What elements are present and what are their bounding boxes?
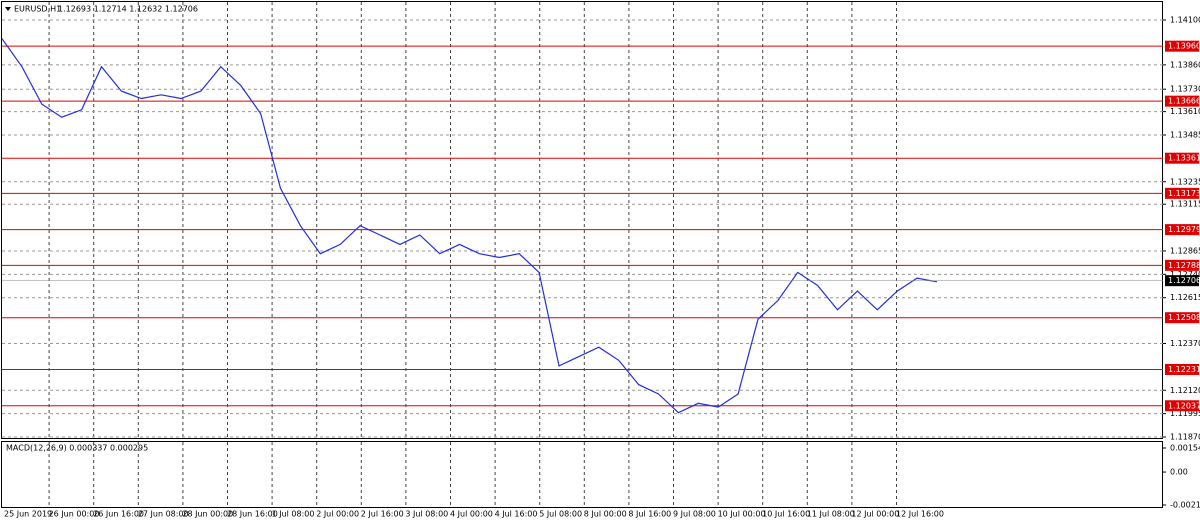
- x-tick-label: 8 Jul 16:00: [628, 510, 671, 519]
- level-tag: [1165, 363, 1199, 375]
- quote: 1.12693 1.12714 1.12632 1.12706: [58, 5, 198, 14]
- x-tick-label: 28 Jun 00:00: [182, 510, 233, 519]
- level-tag: [1165, 400, 1199, 412]
- x-tick-label: 10 Jul 00:00: [718, 510, 766, 519]
- x-tick-label: 10 Jul 16:00: [762, 510, 810, 519]
- indicator-pane: [1, 441, 1163, 508]
- x-tick-label: 12 Jul 16:00: [896, 510, 944, 519]
- indicator-tick-label: 0.001544: [1170, 444, 1200, 453]
- x-tick-label: 5 Jul 08:00: [539, 510, 582, 519]
- level-label: 1.12508: [1168, 313, 1200, 322]
- current-tag: [1165, 275, 1199, 287]
- x-tick-label: 2 Jul 16:00: [361, 510, 404, 519]
- y-tick-label: 1.13235: [1170, 177, 1200, 186]
- x-tick-label: 11 Jul 08:00: [807, 510, 855, 519]
- y-tick-label: 1.13610: [1170, 107, 1200, 116]
- x-tick-label: 3 Jul 08:00: [405, 510, 448, 519]
- x-tick-label: 26 Jun 00:00: [49, 510, 100, 519]
- y-tick-label: 1.12615: [1170, 293, 1200, 302]
- level-label: 1.13361: [1168, 154, 1200, 163]
- x-tick-label: 4 Jul 00:00: [450, 510, 493, 519]
- price-line: [1, 38, 938, 414]
- y-tick-label: 1.11995: [1170, 409, 1200, 418]
- level-label: 1.13960: [1168, 42, 1200, 51]
- level-label: 1.13666: [1168, 97, 1200, 106]
- y-tick-label: 1.12740: [1170, 270, 1200, 279]
- price-pane: [1, 1, 1163, 439]
- level-tag: [1165, 152, 1199, 164]
- level-label: 1.12979: [1168, 225, 1200, 234]
- x-tick-label: 8 Jul 00:00: [584, 510, 627, 519]
- level-tag: [1165, 259, 1199, 271]
- level-tag: [1165, 312, 1199, 324]
- indicator-tick-label: 0.00: [1170, 468, 1188, 477]
- menu-arrow[interactable]: [5, 7, 11, 11]
- y-tick-label: 1.11870: [1170, 433, 1200, 442]
- indicator-title: MACD(12,26,9) 0.000337 0.000295: [6, 444, 148, 453]
- x-tick-label: 27 Jun 08:00: [138, 510, 189, 519]
- x-tick-label: 28 Jun 16:00: [227, 510, 278, 519]
- level-tag: [1165, 224, 1199, 236]
- y-tick-label: 1.12865: [1170, 246, 1200, 255]
- level-label: 1.12788: [1168, 261, 1200, 270]
- x-tick-label: 25 Jun 2019: [4, 510, 52, 519]
- x-tick-label: 1 Jul 08:00: [272, 510, 315, 519]
- level-label: 1.12231: [1168, 365, 1200, 374]
- symbol: EURUSD,H1: [14, 5, 61, 14]
- y-tick-label: 1.12120: [1170, 386, 1200, 395]
- y-tick-label: 1.13730: [1170, 85, 1200, 94]
- level-tag: [1165, 95, 1199, 107]
- x-tick-label: 26 Jun 16:00: [93, 510, 144, 519]
- y-tick-label: 1.12370: [1170, 339, 1200, 348]
- y-tick-label: 1.13860: [1170, 60, 1200, 69]
- x-tick-label: 12 Jul 00:00: [851, 510, 899, 519]
- indicator-tick-label: -0.002114: [1170, 501, 1200, 510]
- current-label: 1.12706: [1168, 276, 1200, 285]
- x-tick-label: 2 Jul 00:00: [316, 510, 359, 519]
- level-label: 1.12037: [1168, 401, 1200, 410]
- level-label: 1.13173: [1168, 189, 1200, 198]
- x-tick-label: 4 Jul 16:00: [495, 510, 538, 519]
- y-tick-label: 1.13485: [1170, 131, 1200, 140]
- y-tick-label: 1.14100: [1170, 16, 1200, 25]
- level-tag: [1165, 187, 1199, 199]
- level-tag: [1165, 40, 1199, 52]
- y-tick-label: 1.13115: [1170, 200, 1200, 209]
- x-tick-label: 9 Jul 08:00: [673, 510, 716, 519]
